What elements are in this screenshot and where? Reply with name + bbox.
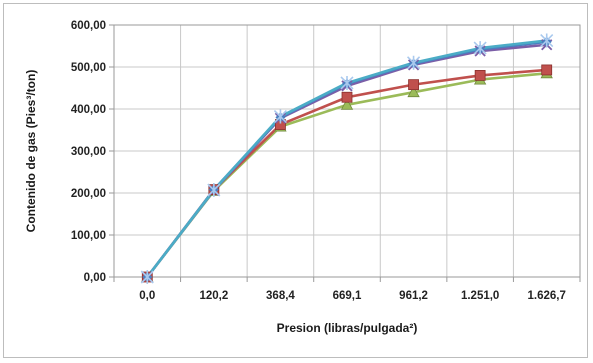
- data-point-marker: [473, 41, 487, 56]
- data-point-marker: [273, 109, 287, 124]
- data-point-marker: [408, 79, 419, 91]
- x-tick-label: 1.626,7: [528, 290, 566, 302]
- data-point-marker: [541, 64, 553, 76]
- y-tick-label: 600,00: [71, 20, 106, 32]
- data-point-marker: [340, 75, 354, 90]
- y-tick-label: 500,00: [71, 62, 106, 74]
- data-point-marker: [474, 70, 486, 81]
- data-point-marker: [407, 85, 420, 98]
- y-tick-label: 100,00: [71, 230, 106, 242]
- data-point-marker: [207, 183, 221, 198]
- y-tick-label: 300,00: [71, 146, 106, 158]
- y-tick-label: 0,00: [84, 272, 106, 284]
- y-axis-title: Contenido de gas (Pies³/ton): [24, 70, 38, 233]
- x-tick-label: 1.251,0: [461, 290, 499, 302]
- x-tick-label: 669,1: [333, 290, 362, 302]
- chart-frame: [3, 3, 588, 358]
- x-tick-label: 120,2: [199, 290, 228, 302]
- data-point-marker: [540, 33, 554, 48]
- y-tick-label: 400,00: [71, 104, 106, 116]
- x-axis-title: Presion (libras/pulgada²): [277, 321, 418, 335]
- data-point-marker: [340, 98, 354, 110]
- x-tick-label: 0,0: [139, 290, 155, 302]
- x-axis-ticks: 0,0 120,2 368,4 669,1 961,2 1.251,0 1.626,7: [113, 277, 581, 302]
- x-tick-label: 961,2: [399, 290, 428, 302]
- series-markers: [140, 33, 554, 284]
- data-point-marker: [407, 55, 421, 70]
- data-point-marker: [140, 270, 154, 284]
- x-tick-label: 368,4: [266, 290, 295, 302]
- data-point-marker: [341, 91, 353, 103]
- y-axis-ticks: 0,00 100,00 200,00 300,00 400,00 500,00 600,00: [71, 20, 114, 284]
- y-tick-label: 200,00: [71, 188, 106, 200]
- grid: [113, 24, 581, 278]
